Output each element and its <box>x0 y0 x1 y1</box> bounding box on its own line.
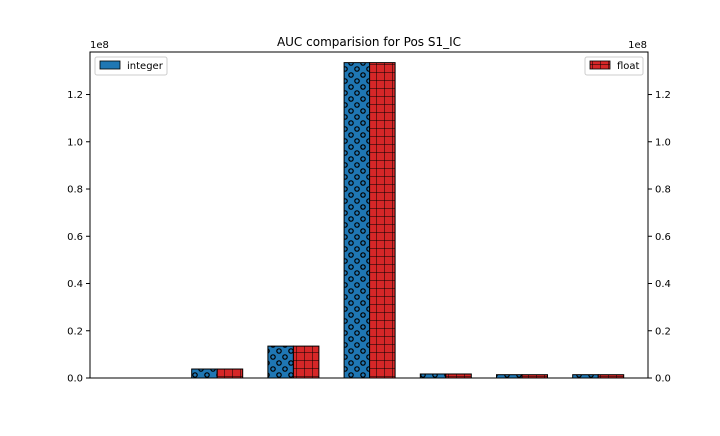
bar-integer-4 <box>343 62 371 379</box>
bar-float-4 <box>369 62 396 379</box>
bar-integer-5 <box>419 373 447 379</box>
right-axis-offset-label: 1e8 <box>628 40 647 51</box>
right-axis-tick-label: 1.2 <box>655 90 671 101</box>
bar-float-2 <box>216 368 244 379</box>
axes-layer: 0.0 0.2 0.4 0.6 0.8 1.0 1.2 0.0 0.2 0.4 0.6 0.8 1.0 1… <box>67 51 671 385</box>
bar-integer-3 <box>267 345 294 379</box>
plot-frame <box>89 51 649 379</box>
left-axis-tick-label: 1.2 <box>67 90 83 101</box>
bar-float-5 <box>445 373 472 379</box>
right-axis-tick-label: 0.2 <box>655 326 671 337</box>
right-axis-tick-label: 0.4 <box>655 279 671 290</box>
legend-float-swatch <box>589 60 611 70</box>
bar-integer-2 <box>191 368 218 379</box>
legend-integer: integer <box>94 56 168 76</box>
left-axis-tick-label: 0.0 <box>67 374 83 385</box>
left-axis-tick-label: 0.6 <box>67 232 83 243</box>
legend-integer-label: integer <box>127 61 164 72</box>
legend-float: float <box>584 56 644 76</box>
left-axis-offset-label: 1e8 <box>90 40 109 51</box>
left-axis-tick-label: 0.8 <box>67 185 83 196</box>
legend-integer-swatch <box>99 60 121 70</box>
left-axis-tick-label: 0.2 <box>67 326 83 337</box>
left-axis-tick-label: 0.4 <box>67 279 83 290</box>
right-axis-tick-label: 0.0 <box>655 374 671 385</box>
chart-title: AUC comparision for Pos S1_IC <box>277 35 461 49</box>
bar-float-3 <box>292 345 320 379</box>
left-axis-tick-label: 1.0 <box>67 137 83 148</box>
right-axis-tick-label: 0.6 <box>655 232 671 243</box>
right-axis-tick-label: 0.8 <box>655 185 671 196</box>
bars-layer <box>191 62 625 379</box>
legend-float-label: float <box>617 61 640 72</box>
right-axis-tick-label: 1.0 <box>655 137 671 148</box>
